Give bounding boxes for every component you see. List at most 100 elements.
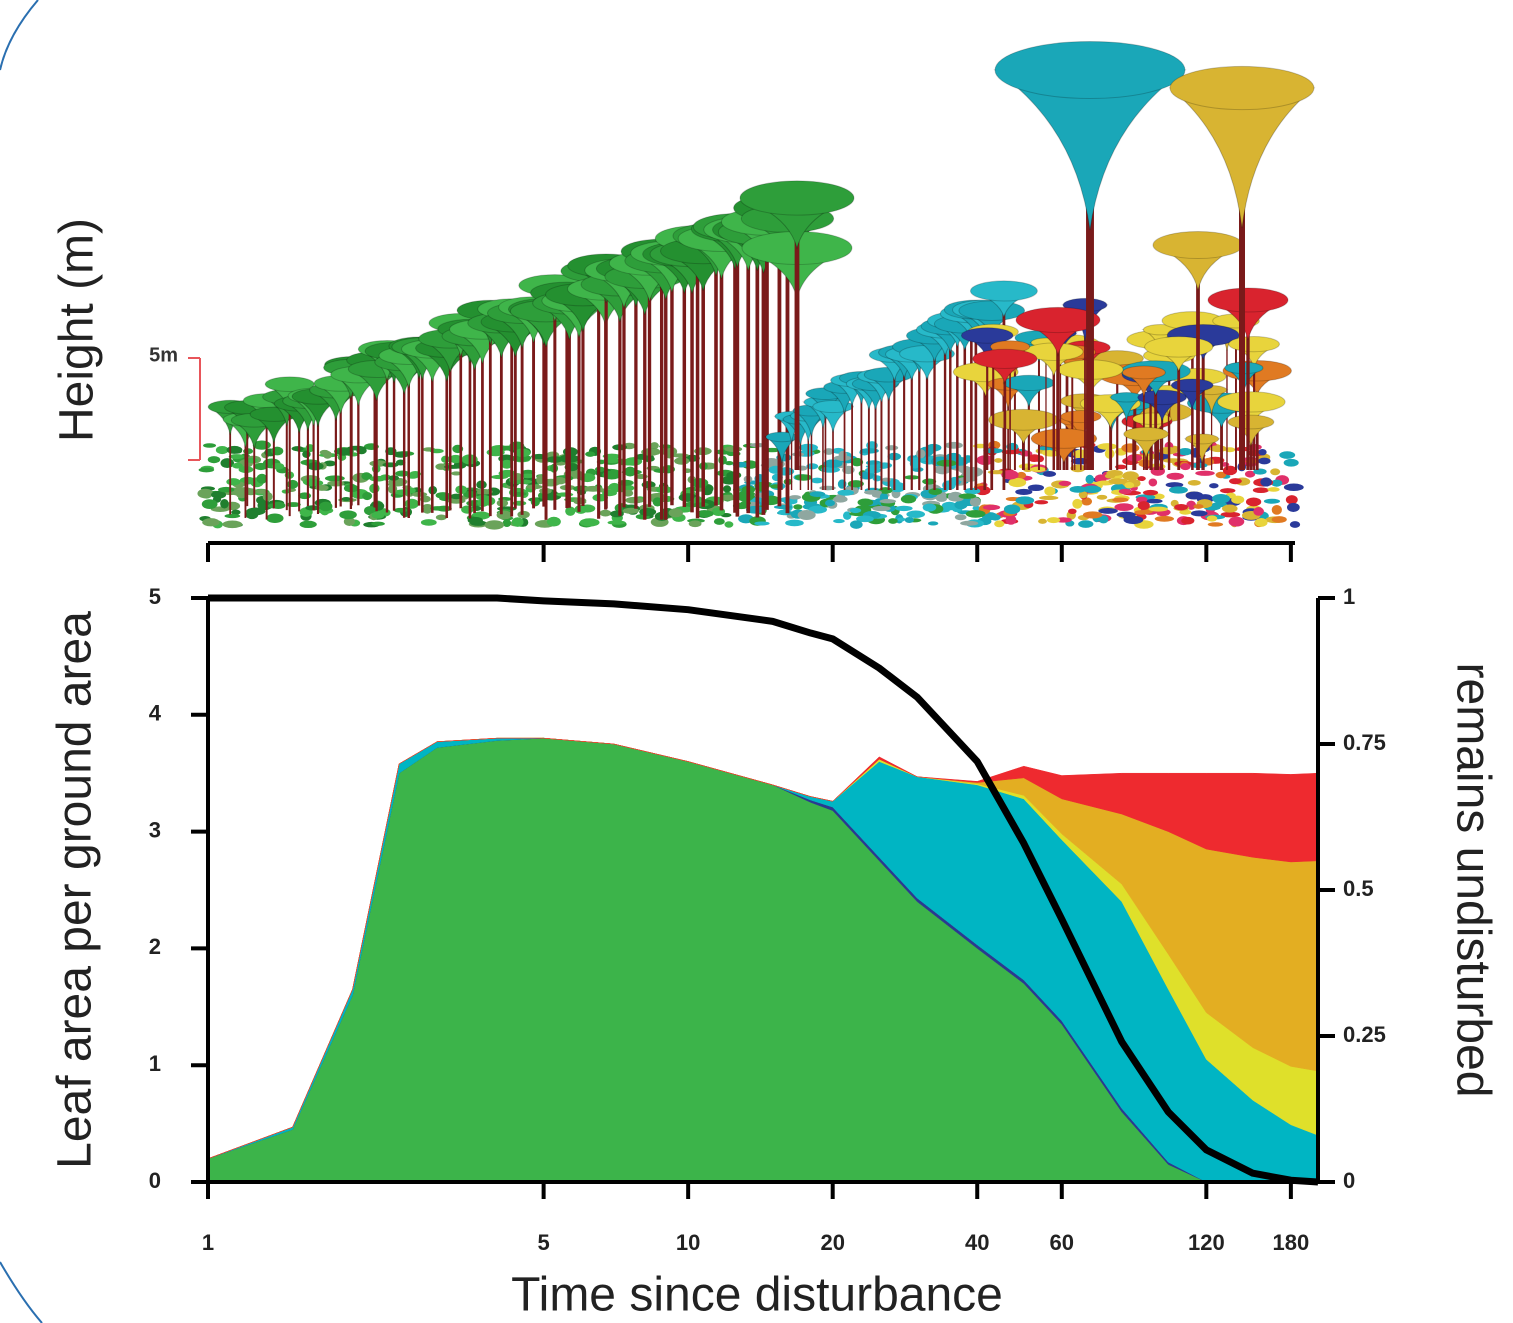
ground-cover: [1096, 494, 1108, 500]
ground-cover: [1124, 482, 1135, 489]
ground-cover: [719, 494, 738, 501]
ground-cover: [1253, 507, 1264, 516]
ground-cover: [307, 462, 324, 471]
ground-cover: [1137, 476, 1146, 482]
ground-cover: [395, 470, 410, 477]
x-tick-label: 180: [1273, 1230, 1310, 1255]
ground-cover: [536, 474, 545, 485]
ground-cover: [1142, 489, 1159, 496]
ground-cover: [806, 463, 819, 470]
ground-cover: [1187, 480, 1201, 486]
ground-cover: [420, 519, 437, 526]
ground-cover: [1072, 498, 1083, 509]
ground-cover: [371, 511, 385, 519]
ground-cover: [837, 489, 854, 496]
y-tick-label: 1: [149, 1051, 161, 1076]
ground-cover: [879, 499, 897, 504]
ground-cover: [218, 486, 235, 493]
ground-cover: [1285, 495, 1298, 505]
ground-cover: [245, 509, 259, 520]
tree-crown: [970, 280, 1038, 302]
ground-cover: [1148, 506, 1168, 512]
ground-cover: [1098, 507, 1118, 514]
ground-cover: [1195, 470, 1215, 476]
ground-cover: [1289, 521, 1301, 528]
ground-cover: [1085, 474, 1095, 484]
ground-cover: [693, 502, 709, 507]
ground-cover: [1286, 502, 1300, 512]
ground-cover: [1003, 504, 1021, 515]
ground-cover: [484, 520, 505, 530]
ground-cover: [1185, 491, 1204, 500]
tree-crown: [264, 376, 315, 392]
ground-cover: [1123, 515, 1144, 525]
ground-cover: [203, 443, 217, 448]
ground-cover: [722, 485, 732, 493]
ground-cover: [688, 520, 702, 528]
ground-cover: [231, 509, 241, 515]
ground-cover: [222, 520, 243, 529]
ground-cover: [954, 500, 968, 510]
ground-cover: [1114, 503, 1134, 511]
ground-cover: [1118, 488, 1132, 495]
ground-cover: [198, 467, 215, 473]
ground-cover: [361, 472, 372, 480]
ground-cover: [783, 498, 798, 505]
ground-cover: [1145, 498, 1163, 504]
ground-cover: [197, 488, 214, 499]
tree-illustration: [197, 41, 1316, 530]
ground-cover: [517, 510, 530, 519]
tree-crown: [1217, 391, 1286, 413]
ground-cover: [906, 510, 926, 519]
ground-cover: [502, 519, 512, 528]
ground-cover: [1267, 487, 1280, 492]
ground-cover: [850, 457, 864, 467]
ground-cover: [810, 477, 824, 484]
ground-cover: [607, 520, 626, 525]
ground-cover: [1015, 488, 1033, 496]
x-tick-label: 120: [1188, 1230, 1225, 1255]
ground-cover: [339, 510, 357, 520]
ground-cover: [257, 500, 273, 511]
ground-cover: [849, 520, 863, 529]
ground-cover: [450, 493, 463, 500]
ground-cover: [713, 518, 725, 525]
ground-cover: [1209, 483, 1219, 489]
ground-cover: [856, 515, 874, 523]
ground-cover: [824, 499, 835, 507]
ground-cover: [1044, 486, 1056, 496]
ground-cover: [319, 501, 333, 512]
ground-cover: [435, 463, 447, 470]
tree-crown: [1121, 365, 1166, 380]
ground-cover: [599, 509, 612, 517]
ground-cover: [341, 496, 351, 502]
ground-cover: [1279, 451, 1296, 459]
ground-cover: [964, 467, 983, 477]
y2-tick-label: 0.25: [1343, 1022, 1386, 1047]
tree-crown: [1144, 336, 1214, 358]
tree-crown: [1170, 378, 1214, 392]
ground-cover: [1015, 496, 1035, 505]
tree-crown: [1228, 336, 1280, 353]
ground-cover: [1220, 511, 1241, 518]
ground-cover: [900, 494, 917, 504]
ground-cover: [773, 505, 793, 510]
ground-cover: [546, 516, 561, 527]
ground-cover: [574, 504, 588, 514]
ground-cover: [1283, 458, 1299, 467]
ground-cover: [228, 454, 245, 460]
ground-cover: [1068, 508, 1077, 515]
ground-cover: [500, 459, 513, 469]
ground-cover: [585, 451, 596, 457]
ground-cover: [1082, 511, 1103, 519]
ground-cover: [299, 520, 317, 529]
ground-cover: [201, 499, 218, 510]
ground-cover: [220, 458, 235, 469]
ground-cover: [1212, 501, 1228, 508]
ground-cover: [336, 448, 353, 456]
ground-cover: [215, 445, 229, 455]
ground-cover: [697, 510, 714, 518]
ground-cover: [1271, 516, 1287, 523]
ground-cover: [652, 497, 663, 507]
ground-cover: [989, 514, 1001, 521]
